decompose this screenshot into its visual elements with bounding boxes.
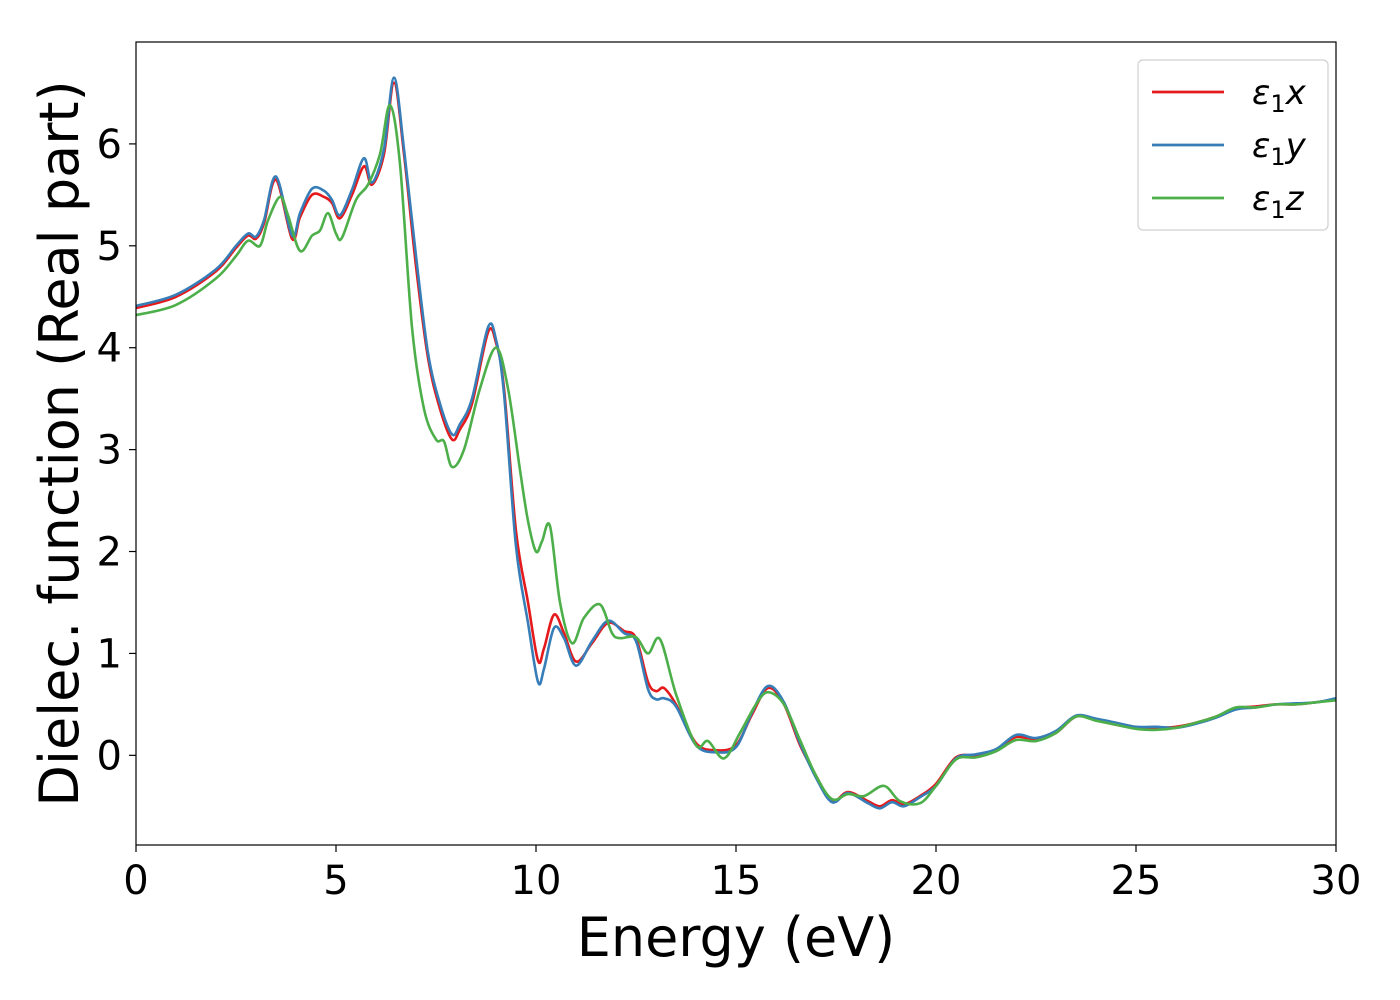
y-tick-label: 0 xyxy=(97,733,122,779)
legend-label: ε1x xyxy=(1252,73,1307,118)
y-tick-label: 3 xyxy=(97,428,122,474)
series-line-z xyxy=(136,103,1336,806)
x-tick-label: 15 xyxy=(711,858,762,904)
series-layer xyxy=(136,76,1336,810)
x-tick-label: 10 xyxy=(511,858,562,904)
legend: ε1x ε1y ε1z xyxy=(1137,59,1329,231)
y-axis-ticks: 0 1 2 3 4 5 6 xyxy=(97,122,136,779)
legend-box xyxy=(1137,59,1329,231)
legend-item-y: ε1y xyxy=(1152,126,1307,171)
x-axis-ticks: 0 5 10 15 20 25 30 xyxy=(123,845,1361,904)
y-tick-label: 5 xyxy=(97,224,122,270)
x-tick-label: 30 xyxy=(1311,858,1362,904)
x-tick-label: 25 xyxy=(1111,858,1162,904)
legend-label: ε1y xyxy=(1252,126,1307,171)
x-tick-label: 0 xyxy=(123,858,148,904)
y-tick-label: 1 xyxy=(97,631,122,677)
x-axis-title: Energy (eV) xyxy=(577,906,896,969)
plot-background xyxy=(136,42,1336,845)
legend-item-z: ε1z xyxy=(1152,179,1305,224)
x-tick-label: 5 xyxy=(323,858,348,904)
x-tick-label: 20 xyxy=(911,858,962,904)
y-tick-label: 6 xyxy=(97,122,122,168)
legend-item-x: ε1x xyxy=(1152,73,1307,118)
y-axis-title: Dielec. function (Real part) xyxy=(28,80,91,806)
legend-label: ε1z xyxy=(1252,179,1305,224)
plot-area xyxy=(135,41,1337,846)
y-tick-label: 2 xyxy=(97,530,122,576)
y-tick-label: 4 xyxy=(97,326,122,372)
